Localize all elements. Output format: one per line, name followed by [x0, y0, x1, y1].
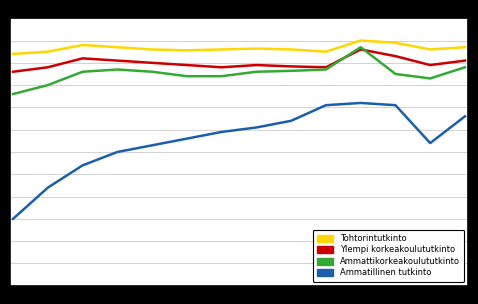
Legend: Tohtorintutkinto, Ylempi korkeakoulututkinto, Ammattikorkeakoulututkinto, Ammati: Tohtorintutkinto, Ylempi korkeakoulututk… — [313, 230, 464, 282]
